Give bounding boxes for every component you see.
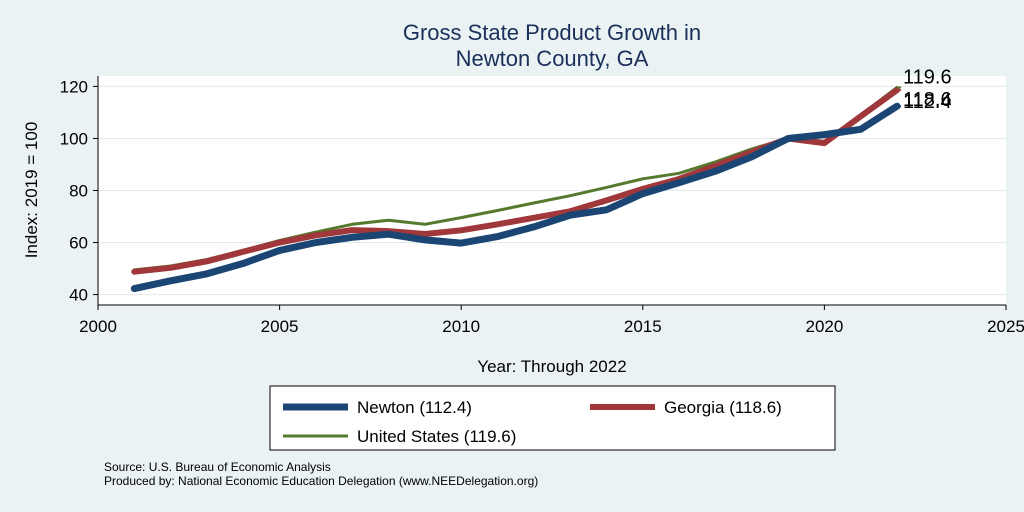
legend-label-newton: Newton (112.4)	[357, 398, 472, 417]
x-axis-title: Year: Through 2022	[477, 357, 626, 376]
legend-label-united-states: United States (119.6)	[357, 427, 516, 446]
y-axis-title: Index: 2019 = 100	[22, 122, 41, 259]
y-tick-label-40: 40	[69, 286, 88, 305]
series-line-newton	[130, 102, 901, 293]
x-axis-ticks: 2000 2005 2010 2015 2020 2025	[79, 305, 1024, 336]
source-note: Source: U.S. Bureau of Economic Analysis	[104, 460, 331, 474]
y-tick-label-80: 80	[69, 182, 88, 201]
legend-box	[269, 385, 836, 451]
y-tick-label-120: 120	[60, 77, 88, 96]
end-label-georgia: 118.6	[903, 89, 952, 111]
end-label-newton: 112.4	[903, 91, 952, 113]
y-axis-ticks: 40 60 80 100 120	[60, 77, 98, 305]
data-series	[130, 86, 901, 293]
y-tick-label-60: 60	[69, 234, 88, 253]
x-tick-label-2020: 2020	[805, 317, 843, 336]
x-tick-label-2005: 2005	[261, 317, 299, 336]
x-tick-label-2025: 2025	[987, 317, 1024, 336]
gridlines	[98, 85, 1006, 296]
chart-title-line-2: Newton County, GA	[456, 46, 649, 71]
x-tick-label-2000: 2000	[79, 317, 117, 336]
y-tick-label-100: 100	[60, 129, 88, 148]
x-tick-label-2015: 2015	[624, 317, 662, 336]
produced-by-note: Produced by: National Economic Education…	[104, 474, 538, 488]
legend-label-georgia: Georgia (118.6)	[664, 398, 782, 417]
chart-title-line-1: Gross State Product Growth in	[403, 20, 701, 45]
end-label-united-states: 119.6	[903, 66, 952, 88]
x-tick-label-2010: 2010	[442, 317, 480, 336]
legend: United States (119.6) Georgia (118.6) Newt…	[283, 398, 782, 446]
